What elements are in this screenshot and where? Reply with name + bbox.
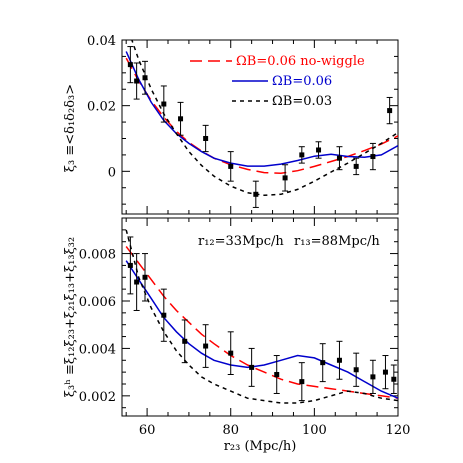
data-point: [336, 155, 342, 161]
data-point: [316, 147, 322, 153]
x-tick-label: 120: [386, 423, 411, 438]
data-point: [228, 350, 234, 356]
bottom-series-line-0: [125, 246, 398, 399]
top-y-axis-label: ξ₃ ≡<δ₁δ₂δ₃>: [63, 84, 78, 172]
data-point: [203, 135, 209, 141]
bottom-series-line-2: [125, 229, 398, 404]
top-panel-frame: [121, 39, 399, 215]
data-point: [182, 338, 188, 344]
top-series-line-2: [131, 40, 398, 197]
data-point: [299, 379, 305, 385]
top-axis-ticks: 0 0.02 0.04: [87, 34, 399, 214]
data-point: [353, 163, 359, 169]
annotation-r12: r₁₂=33Mpc/h: [198, 234, 284, 249]
y-tick-label: 0.004: [79, 342, 116, 357]
data-point: [353, 367, 359, 373]
data-point: [320, 360, 326, 366]
data-point: [274, 372, 280, 378]
bottom-y-axis-label: ξ₃ʰ ≡ξ₁₂ξ₂₃+ξ₂₁ξ₁₃+ξ₁₃ξ₃₂: [63, 237, 78, 397]
legend-label-nowiggle: ΩB=0.06 no-wiggle: [236, 54, 365, 69]
data-point: [127, 62, 133, 68]
data-point: [178, 116, 184, 122]
legend: ΩB=0.06 no-wiggle ΩB=0.06 ΩB=0.03: [190, 54, 365, 109]
data-point: [203, 343, 209, 349]
x-tick-label: 100: [302, 423, 327, 438]
top-series-line-0: [125, 57, 398, 175]
data-point: [282, 175, 288, 181]
data-point: [382, 369, 388, 375]
data-point: [161, 312, 167, 318]
legend-label-003: ΩB=0.03: [272, 94, 332, 109]
data-point: [370, 374, 376, 380]
data-point: [249, 364, 255, 370]
data-point: [161, 101, 167, 107]
y-tick-label: 0.04: [87, 34, 116, 49]
data-point: [134, 78, 140, 84]
data-point: [370, 154, 376, 160]
bottom-series-lines: [125, 229, 398, 404]
bottom-panel-frame: [121, 217, 399, 417]
data-point: [391, 376, 397, 382]
x-axis-label: r₂₃ (Mpc/h): [224, 439, 297, 454]
x-tick-label: 80: [222, 423, 239, 438]
y-tick-label: 0.008: [79, 248, 116, 263]
data-point: [336, 357, 342, 363]
top-data-points: [127, 46, 393, 208]
bottom-axis-ticks: 60 80 100 120 0.002 0.004 0.006 0.008: [79, 217, 411, 438]
data-point: [299, 152, 305, 158]
top-series-lines: [125, 40, 398, 197]
data-point: [253, 191, 259, 197]
legend-label-006: ΩB=0.06: [272, 74, 332, 89]
bottom-series-line-1: [125, 260, 398, 399]
data-point: [228, 163, 234, 169]
y-tick-label: 0.006: [79, 295, 116, 310]
y-tick-label: 0.02: [87, 100, 116, 115]
y-tick-label: 0: [108, 165, 116, 180]
y-tick-label: 0.002: [79, 390, 116, 405]
data-point: [142, 75, 148, 81]
data-point: [134, 279, 140, 285]
annotation-r13: r₁₃=88Mpc/h: [294, 234, 380, 249]
data-point: [142, 274, 148, 280]
data-point: [387, 108, 393, 114]
bottom-data-points: [127, 236, 397, 402]
data-point: [127, 262, 133, 268]
x-tick-label: 60: [139, 423, 156, 438]
